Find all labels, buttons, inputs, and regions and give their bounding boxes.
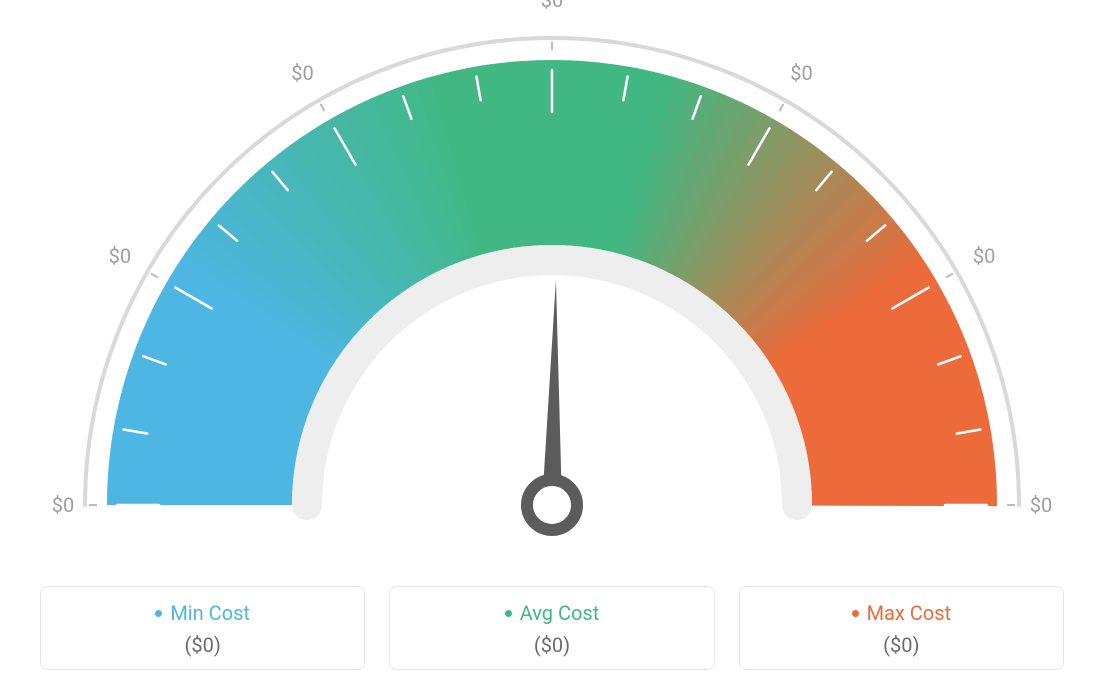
legend-title-avg: Avg Cost bbox=[505, 601, 600, 625]
legend-row: Min Cost ($0) Avg Cost ($0) Max Cost ($0… bbox=[0, 586, 1104, 670]
gauge-tick-label: $0 bbox=[109, 244, 131, 268]
legend-title-max: Max Cost bbox=[852, 601, 952, 625]
legend-card-max: Max Cost ($0) bbox=[739, 586, 1064, 670]
legend-card-avg: Avg Cost ($0) bbox=[389, 586, 714, 670]
legend-card-min: Min Cost ($0) bbox=[40, 586, 365, 670]
gauge-svg bbox=[0, 0, 1104, 560]
gauge-tick-label: $0 bbox=[52, 493, 74, 517]
gauge-tick-label: $0 bbox=[291, 61, 313, 85]
legend-label-max: Max Cost bbox=[867, 601, 952, 625]
legend-value-avg: ($0) bbox=[400, 633, 703, 657]
gauge-tick-label: $0 bbox=[1030, 493, 1052, 517]
legend-label-min: Min Cost bbox=[170, 601, 250, 625]
gauge-tick-label: $0 bbox=[541, 0, 563, 12]
gauge-tick-label: $0 bbox=[973, 244, 995, 268]
legend-dot-min bbox=[155, 610, 162, 617]
legend-value-min: ($0) bbox=[51, 633, 354, 657]
legend-dot-max bbox=[852, 610, 859, 617]
legend-value-max: ($0) bbox=[750, 633, 1053, 657]
cost-gauge: $0 $0 $0 $0 $0 $0 $0 bbox=[0, 0, 1104, 560]
legend-title-min: Min Cost bbox=[155, 601, 250, 625]
legend-label-avg: Avg Cost bbox=[520, 601, 600, 625]
gauge-tick-label: $0 bbox=[790, 61, 812, 85]
legend-dot-avg bbox=[505, 610, 512, 617]
